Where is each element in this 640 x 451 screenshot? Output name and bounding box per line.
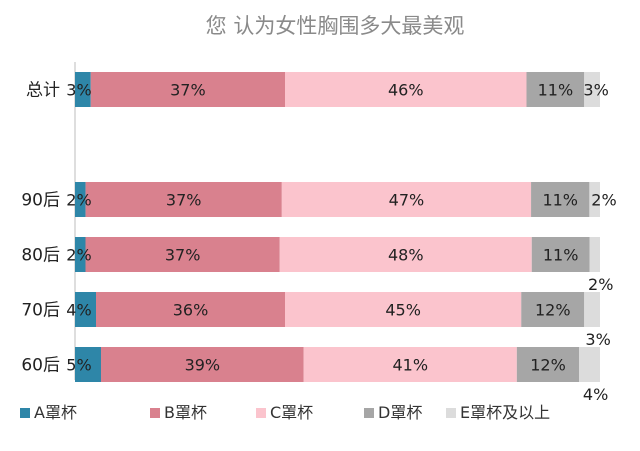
data-label: 11% (538, 81, 574, 100)
bar-segment (281, 182, 532, 217)
data-label: 12% (530, 356, 566, 375)
data-label: 36% (173, 301, 209, 320)
bar-segment (279, 237, 532, 272)
legend-label: C罩杯 (270, 403, 313, 422)
legend-label: A罩杯 (34, 403, 77, 422)
chart-title: 您 认为女性胸围多大最美观 (206, 14, 465, 38)
data-label: 2% (66, 246, 91, 265)
legend-swatch (364, 408, 374, 418)
bar-segment (100, 347, 304, 382)
data-label: 2% (588, 275, 613, 294)
legend-swatch (446, 408, 456, 418)
data-label: 37% (166, 191, 202, 210)
bar-segment (531, 182, 590, 217)
bar-segment (90, 72, 285, 107)
category-label: 60后 (21, 356, 60, 376)
legend-swatch (150, 408, 160, 418)
legend: A罩杯 B罩杯 C罩杯 D罩杯 E罩杯及以上 (20, 403, 550, 422)
data-label: 48% (388, 246, 424, 265)
data-label: 41% (392, 356, 428, 375)
data-label: 3% (585, 330, 610, 349)
bar-segment (285, 72, 527, 107)
data-label: 3% (583, 81, 608, 100)
bar-rows: 总计 3% 37% 46% 11% 3% 90后 2% 37% 47% 11% 2% 80后 2% 37% 4… (21, 72, 617, 404)
data-label: 11% (542, 191, 578, 210)
data-label: 37% (165, 246, 201, 265)
bar-segment (303, 347, 517, 382)
bar-segment (96, 292, 285, 327)
data-label: 2% (591, 191, 616, 210)
bar-segment (589, 182, 600, 217)
legend-label: B罩杯 (164, 403, 207, 422)
data-label: 11% (543, 246, 579, 265)
bar-segment (526, 72, 585, 107)
bar-segment (584, 72, 600, 107)
bar-segment (584, 292, 600, 327)
bar-segment (579, 347, 600, 382)
bar-segment (285, 292, 522, 327)
data-label: 4% (583, 385, 608, 404)
data-label: 45% (385, 301, 421, 320)
bar-segment (589, 237, 600, 272)
data-label: 3% (66, 81, 91, 100)
legend-label: E罩杯及以上 (460, 403, 550, 422)
data-label: 46% (388, 81, 424, 100)
bar-segment (516, 347, 580, 382)
category-label: 总计 (26, 81, 60, 101)
data-label: 47% (389, 191, 425, 210)
category-label: 80后 (21, 246, 60, 266)
bar-segment (75, 237, 86, 272)
bar-segment (531, 237, 590, 272)
bar-segment (75, 72, 91, 107)
bar-segment (75, 292, 96, 327)
legend-swatch (20, 408, 30, 418)
data-label: 2% (66, 191, 91, 210)
bar-segment (75, 347, 101, 382)
data-label: 37% (170, 81, 206, 100)
bar-segment (85, 182, 282, 217)
bar-segment (75, 182, 86, 217)
data-label: 12% (535, 301, 571, 320)
legend-swatch (256, 408, 266, 418)
category-label: 70后 (21, 301, 60, 321)
data-label: 39% (185, 356, 221, 375)
legend-label: D罩杯 (378, 403, 422, 422)
data-label: 5% (66, 356, 91, 375)
bar-segment (521, 292, 585, 327)
bar-segment (85, 237, 280, 272)
category-label: 90后 (21, 191, 60, 211)
data-label: 4% (66, 301, 91, 320)
